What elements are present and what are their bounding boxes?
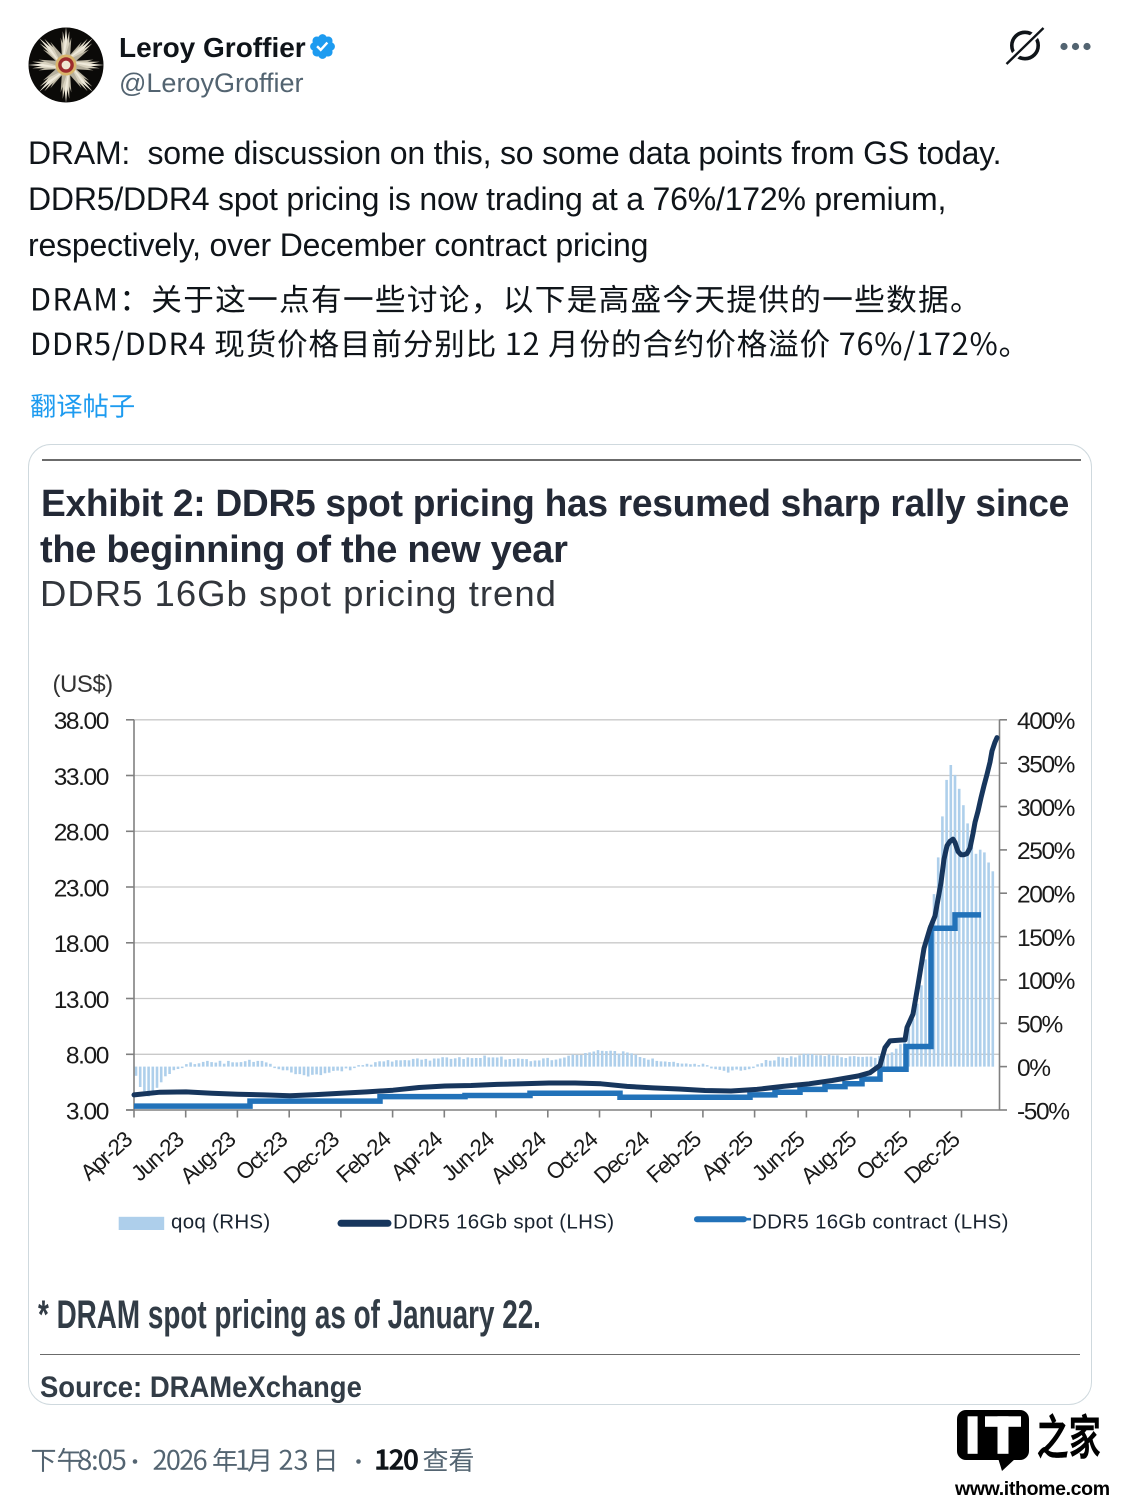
svg-text:50%: 50% (1017, 1012, 1062, 1039)
svg-text:DDR5 16Gb spot (LHS): DDR5 16Gb spot (LHS) (393, 1211, 614, 1234)
svg-text:Aug-24: Aug-24 (486, 1127, 551, 1189)
svg-text:0%: 0% (1017, 1055, 1050, 1082)
svg-text:Dec-24: Dec-24 (589, 1127, 654, 1189)
svg-text:350%: 350% (1017, 752, 1075, 779)
svg-text:qoq (RHS): qoq (RHS) (171, 1211, 271, 1234)
svg-text:150%: 150% (1017, 925, 1075, 952)
svg-text:300%: 300% (1017, 795, 1075, 822)
svg-text:18.00: 18.00 (54, 931, 109, 958)
svg-text:Apr-25: Apr-25 (696, 1127, 757, 1186)
svg-text:250%: 250% (1017, 838, 1075, 865)
svg-text:Aug-23: Aug-23 (175, 1127, 240, 1189)
svg-text:Apr-24: Apr-24 (386, 1127, 447, 1186)
svg-text:200%: 200% (1017, 882, 1075, 909)
svg-text:Jun-24: Jun-24 (437, 1127, 499, 1187)
svg-text:28.00: 28.00 (54, 820, 109, 847)
svg-text:-50%: -50% (1017, 1098, 1069, 1125)
svg-text:DDR5 16Gb contract (LHS): DDR5 16Gb contract (LHS) (752, 1211, 1009, 1234)
svg-text:Oct-24: Oct-24 (541, 1127, 602, 1186)
svg-text:3.00: 3.00 (66, 1098, 109, 1125)
svg-text:Dec-23: Dec-23 (279, 1127, 344, 1189)
svg-text:Jun-23: Jun-23 (126, 1127, 188, 1187)
svg-text:Feb-25: Feb-25 (642, 1127, 706, 1188)
svg-text:400%: 400% (1017, 708, 1075, 735)
svg-text:13.00: 13.00 (54, 987, 109, 1014)
svg-text:100%: 100% (1017, 968, 1075, 995)
svg-text:8.00: 8.00 (66, 1043, 109, 1070)
svg-text:Jun-25: Jun-25 (747, 1127, 809, 1187)
svg-text:Aug-25: Aug-25 (796, 1127, 861, 1189)
svg-text:Oct-25: Oct-25 (851, 1127, 912, 1186)
svg-text:38.00: 38.00 (54, 708, 109, 735)
svg-text:Apr-23: Apr-23 (76, 1127, 137, 1186)
svg-text:Feb-24: Feb-24 (331, 1127, 395, 1188)
svg-text:33.00: 33.00 (54, 764, 109, 791)
svg-text:Dec-25: Dec-25 (899, 1127, 964, 1189)
svg-text:Oct-23: Oct-23 (231, 1127, 292, 1186)
svg-text:23.00: 23.00 (54, 875, 109, 902)
svg-text:(US$): (US$) (53, 671, 113, 698)
